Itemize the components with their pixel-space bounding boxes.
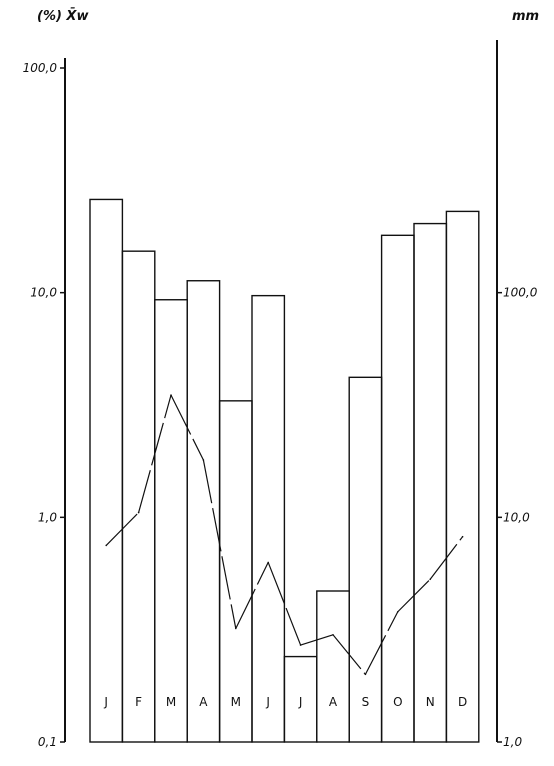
left-axis-ticks: 100,0 10,0 1,0 0,1 xyxy=(23,61,65,749)
month-label: F xyxy=(135,695,142,709)
bar xyxy=(316,590,350,743)
line-point xyxy=(364,673,367,676)
line-point xyxy=(170,394,172,396)
right-tick-label: 10,0 xyxy=(503,510,530,524)
line-point xyxy=(105,544,107,547)
left-tick-label: 0,1 xyxy=(38,735,57,749)
line-point xyxy=(235,627,237,630)
bar xyxy=(89,198,124,743)
left-tick-label: 1,0 xyxy=(38,510,57,524)
bar xyxy=(121,250,156,743)
month-label: M xyxy=(166,695,176,709)
line-point xyxy=(397,610,399,613)
right-tick-label: 100,0 xyxy=(503,286,538,300)
month-label: J xyxy=(103,695,108,709)
month-label: S xyxy=(362,695,370,709)
left-tick-label: 10,0 xyxy=(30,286,57,300)
line-segment xyxy=(105,512,140,546)
bar xyxy=(154,299,188,743)
line-point xyxy=(202,459,205,461)
line-segment xyxy=(267,562,302,646)
bar xyxy=(251,294,286,743)
left-axis-title: (%) X̄w xyxy=(37,8,89,24)
line-segment xyxy=(235,562,269,629)
right-axis-ticks: 100,0 10,0 1,0 xyxy=(497,286,538,749)
right-axis-title: mm xyxy=(512,9,539,24)
line-point xyxy=(299,644,302,646)
month-label: D xyxy=(458,695,467,709)
bar xyxy=(348,376,383,743)
line-segment xyxy=(397,578,431,613)
bar-series xyxy=(89,198,480,743)
month-label: O xyxy=(393,695,402,709)
line-segment xyxy=(202,459,237,629)
line-point xyxy=(461,535,464,538)
month-label: A xyxy=(199,695,208,709)
right-tick-label: 1,0 xyxy=(503,735,522,749)
left-tick-label: 100,0 xyxy=(23,61,58,75)
line-segment xyxy=(300,634,334,646)
bar xyxy=(413,222,448,743)
line-segment xyxy=(332,634,366,675)
bar xyxy=(186,280,221,743)
line-segment xyxy=(364,611,399,675)
month-label: A xyxy=(329,695,338,709)
line-series xyxy=(105,394,464,676)
bar xyxy=(445,210,480,743)
line-point xyxy=(429,578,432,581)
month-label: J xyxy=(265,695,270,709)
line-segment xyxy=(429,536,464,580)
line-point xyxy=(137,511,140,514)
bar xyxy=(380,234,415,743)
line-segment xyxy=(170,394,204,461)
month-label: N xyxy=(426,695,435,709)
line-segment xyxy=(138,394,172,513)
month-label: J xyxy=(298,695,303,709)
line-point xyxy=(332,634,334,636)
line-point xyxy=(267,561,270,564)
month-label: M xyxy=(231,695,241,709)
